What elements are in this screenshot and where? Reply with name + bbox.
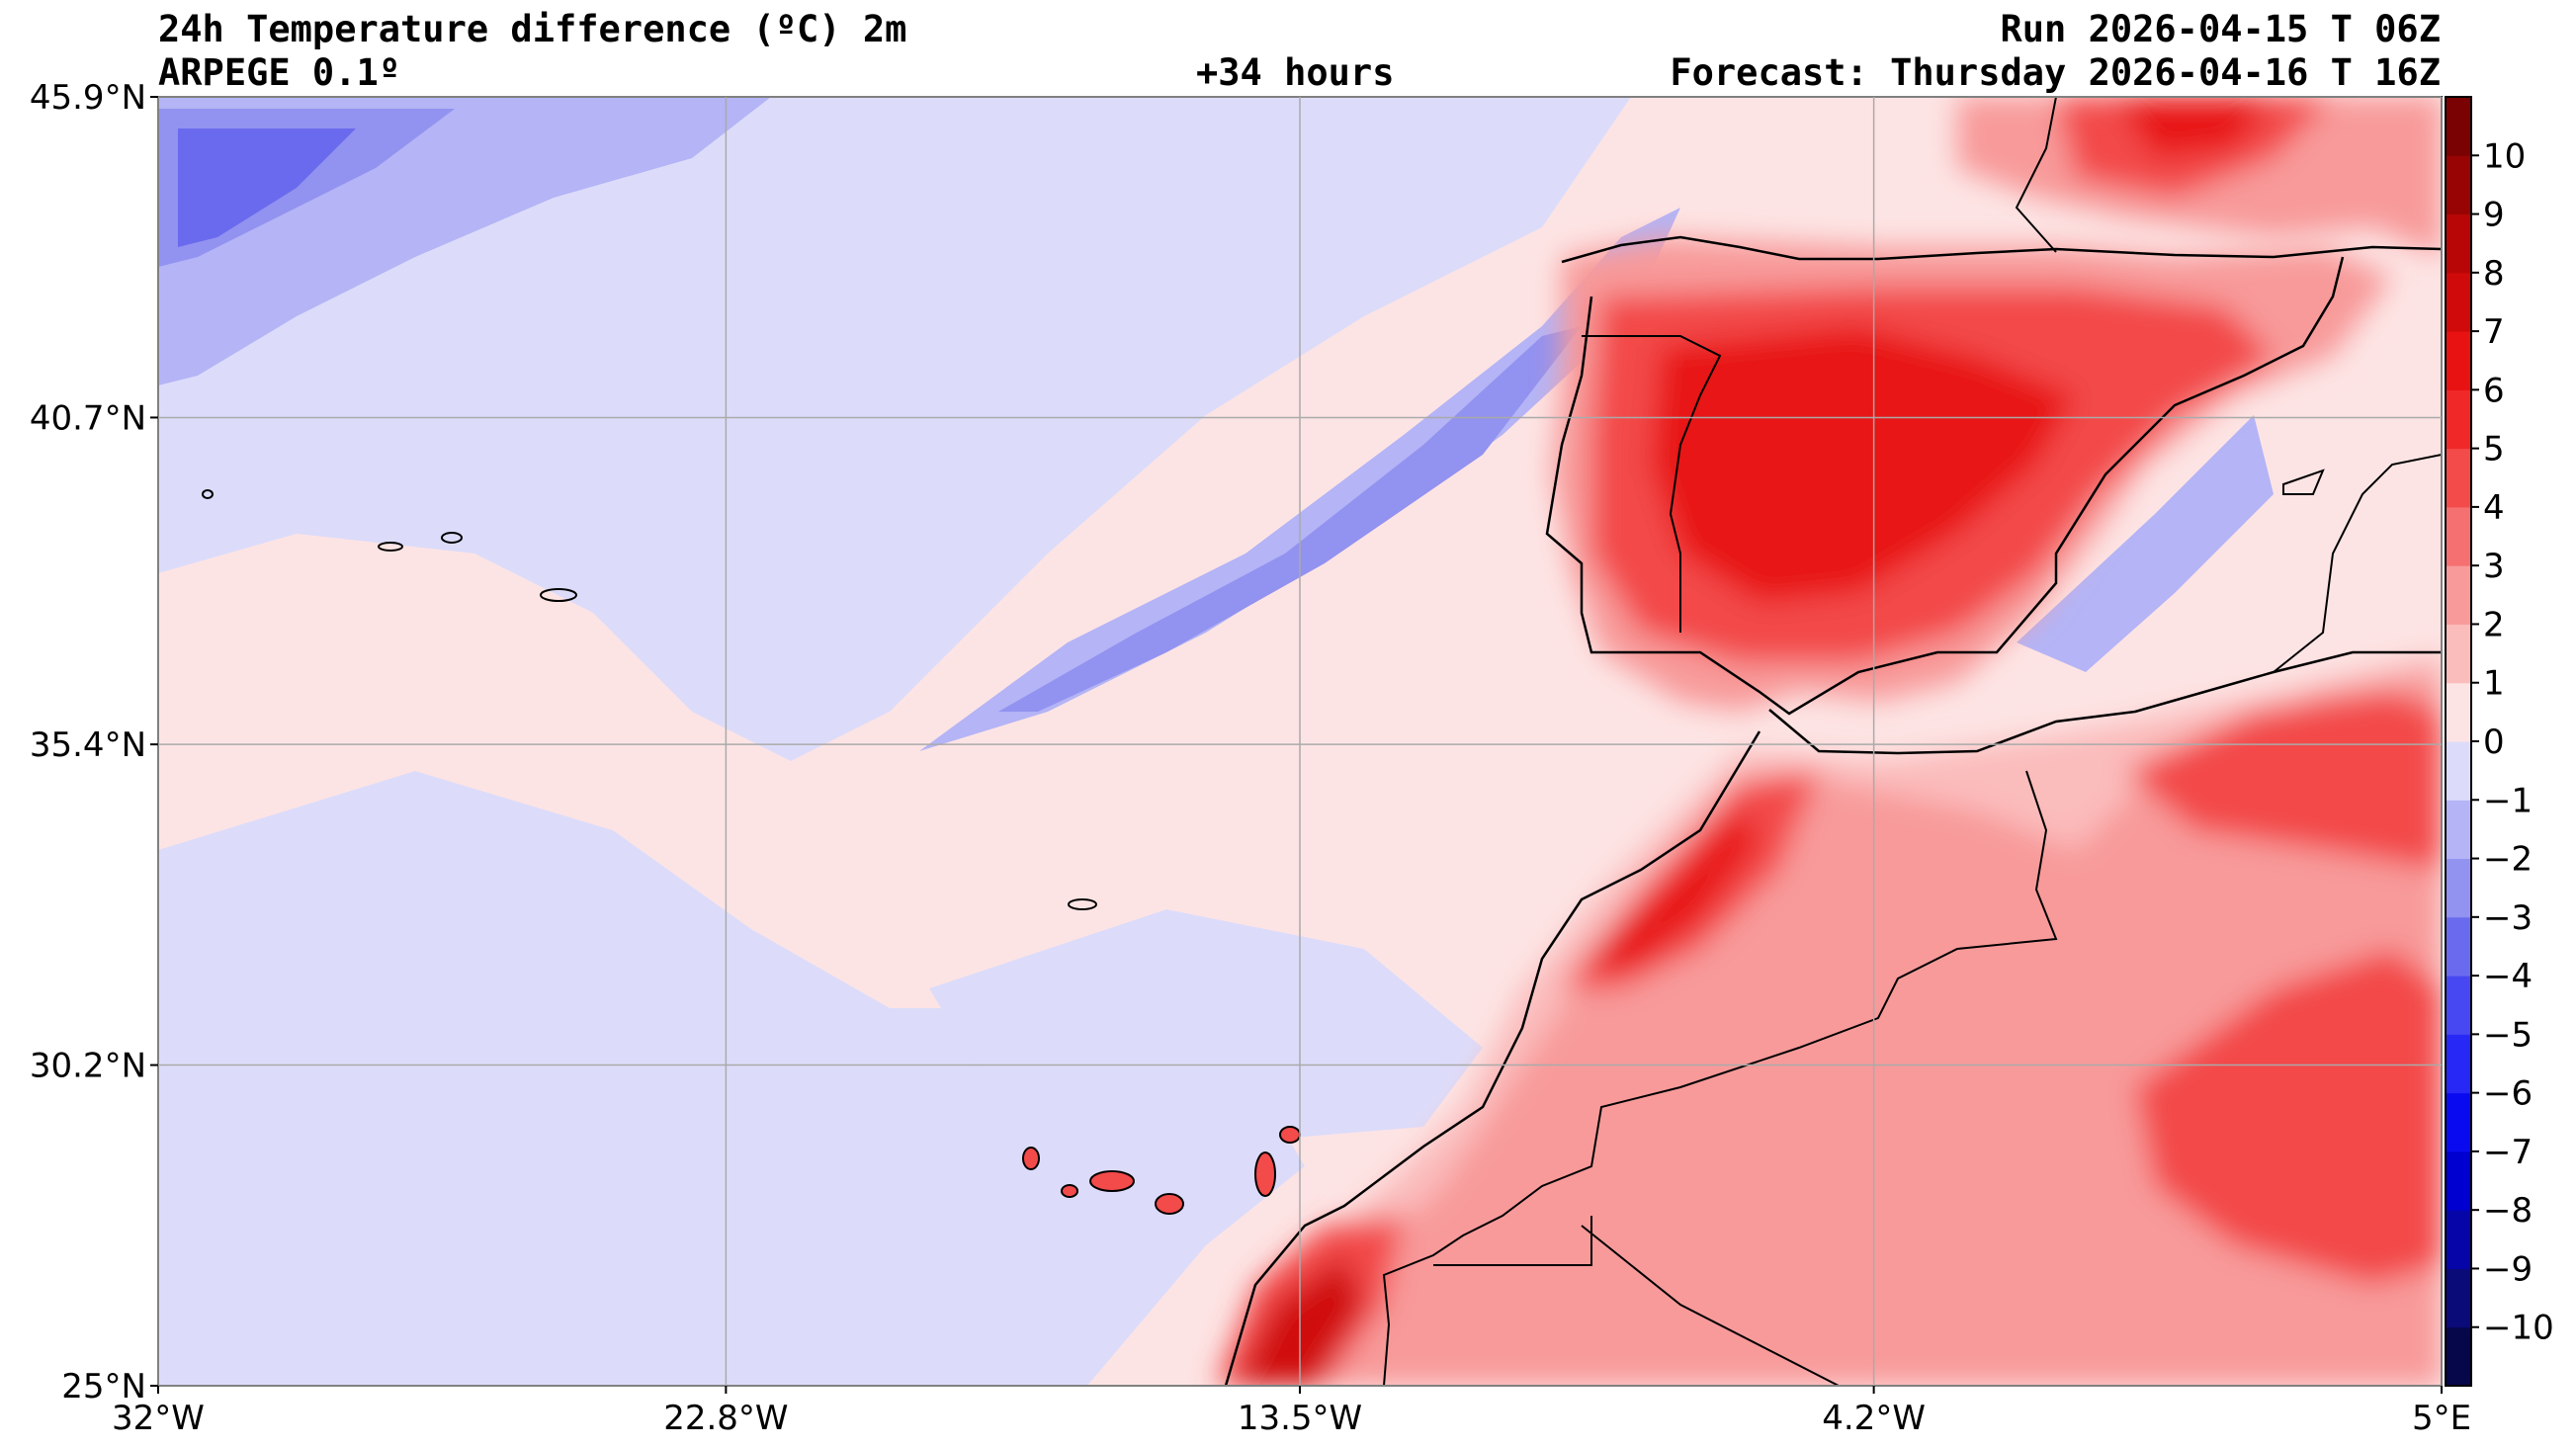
colorbar-segment (2446, 624, 2471, 684)
colorbar-tick-label: −1 (2483, 781, 2533, 820)
warm-africa (1216, 652, 2442, 1386)
y-tick-label: 45.9°N (30, 78, 146, 118)
colorbar-tick-label: −6 (2483, 1074, 2533, 1114)
model-label: ARPEGE 0.1º (158, 51, 401, 94)
x-tick-label: 32°W (112, 1399, 205, 1438)
colorbar-segment (2446, 213, 2471, 274)
canary-islands (1022, 1126, 1301, 1215)
colorbar-tick-label: −9 (2483, 1249, 2533, 1289)
colorbar-segment (2446, 331, 2471, 390)
colorbar-tick-label: −4 (2483, 957, 2533, 996)
cold-nw-3 (178, 128, 356, 247)
colorbar-segment (2446, 389, 2471, 450)
y-tick-label: 35.4°N (30, 725, 146, 765)
x-tick-label: 5°E (2412, 1399, 2471, 1438)
colorbar-segment (2446, 858, 2471, 918)
colorbar-segment (2446, 1150, 2471, 1211)
islands (202, 489, 1097, 910)
colorbar-tick-label: 2 (2483, 605, 2505, 644)
cool-band-mid (929, 909, 1483, 1147)
colorbar-segment (2446, 1034, 2471, 1094)
y-tick-label: 40.7°N (30, 398, 146, 438)
colorbar-segment (2446, 506, 2471, 566)
y-tick-label: 25°N (61, 1367, 146, 1406)
colorbar-tick-label: 7 (2483, 312, 2505, 352)
lead-time-label: +34 hours (1196, 51, 1395, 94)
y-tick-label: 30.2°N (30, 1047, 146, 1086)
colorbar-segment (2446, 976, 2471, 1035)
y-axis: 45.9°N 40.7°N 35.4°N 30.2°N 25°N (30, 78, 158, 1406)
colorbar-segment (2446, 155, 2471, 215)
colorbar-segment (2446, 1210, 2471, 1269)
colorbar-tick-label: −3 (2483, 898, 2533, 938)
gridlines (157, 96, 2443, 1387)
colorbar-segment (2446, 916, 2471, 977)
colorbar-tick-label: 8 (2483, 254, 2505, 294)
colorbar-segment (2446, 448, 2471, 508)
warm-iberia (1552, 237, 2392, 712)
run-label: Run 2026-04-15 T 06Z (2000, 8, 2441, 50)
colorbar-tick-label: 5 (2483, 430, 2505, 469)
cold-streak-2 (998, 326, 1582, 712)
x-tick-label: 13.5°W (1238, 1399, 1362, 1438)
colorbar-tick-label: 3 (2483, 547, 2505, 586)
colorbar-tick-label: −10 (2483, 1309, 2554, 1348)
colorbar-segment (2446, 1092, 2471, 1152)
colorbar-tick-label: −5 (2483, 1015, 2533, 1055)
colorbar-tick-label: −2 (2483, 840, 2533, 880)
warm-france (1957, 97, 2442, 257)
x-axis: 32°W 22.8°W 13.5°W 4.2°W 5°E (112, 1386, 2471, 1438)
forecast-label: Forecast: Thursday 2026-04-16 T 16Z (1670, 51, 2441, 94)
colorbar-segment (2446, 1268, 2471, 1328)
colorbar-tick-label: 9 (2483, 196, 2505, 235)
cool-band-north (158, 97, 1631, 761)
colorbar-segment (2446, 682, 2471, 742)
chart-title: 24h Temperature difference (ºC) 2m (158, 8, 907, 50)
colorbar-segment (2446, 97, 2471, 156)
colorbar-segment (2446, 1326, 2471, 1387)
x-tick-label: 4.2°W (1822, 1399, 1926, 1438)
colorbar-tick-label: 1 (2483, 664, 2505, 704)
colorbar-tick-label: 10 (2483, 136, 2526, 176)
cool-band-south (158, 771, 1305, 1386)
colorbar-tick-label: 0 (2483, 723, 2505, 762)
colorbar-segment (2446, 565, 2471, 625)
cold-med (2017, 415, 2274, 672)
colorbar-tick-label: −7 (2483, 1133, 2533, 1172)
temperature-field (158, 97, 2442, 1386)
colorbar-segment (2446, 272, 2471, 332)
colorbar-tick-label: 4 (2483, 488, 2505, 528)
colorbar-segment (2446, 741, 2471, 801)
colorbar-tick-label: −8 (2483, 1191, 2533, 1231)
coastlines (1224, 97, 2442, 1386)
x-tick-label: 22.8°W (663, 1399, 788, 1438)
colorbar-tick-label: 6 (2483, 371, 2505, 410)
colorbar-segment (2446, 800, 2471, 860)
